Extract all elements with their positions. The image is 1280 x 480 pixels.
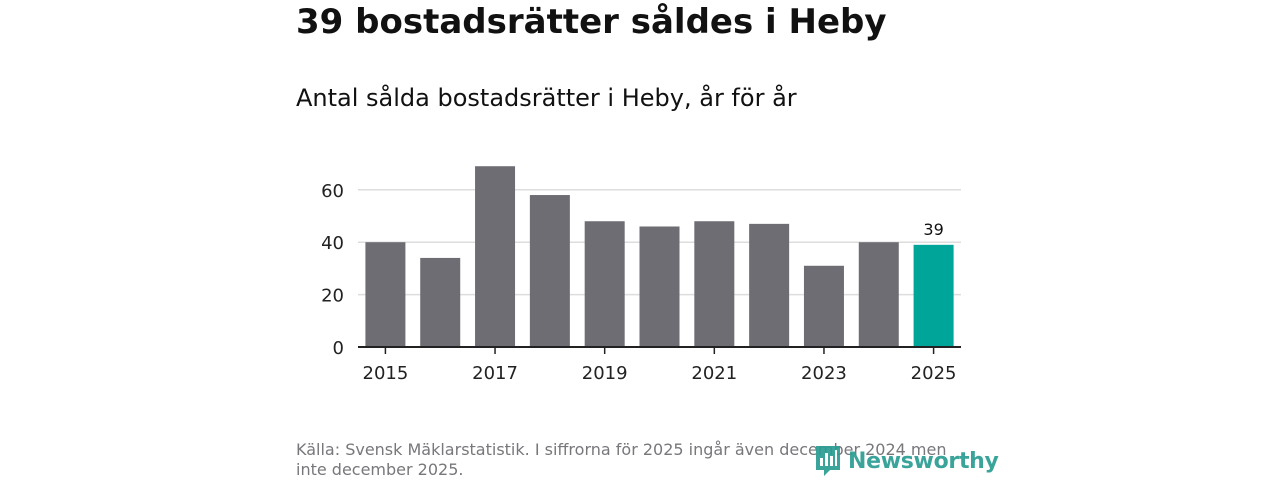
y-tick-label: 40 xyxy=(321,233,344,254)
brand-name: Newsworthy xyxy=(848,448,999,474)
x-tick-label: 2025 xyxy=(911,363,957,384)
bar-2016 xyxy=(420,257,461,347)
y-tick-label: 20 xyxy=(321,286,344,307)
source-note: Källa: Svensk Mäklarstatistik. I siffror… xyxy=(296,440,947,479)
y-tick-label: 60 xyxy=(321,181,344,202)
bar-2017 xyxy=(475,166,516,347)
bar-2015 xyxy=(365,242,406,347)
x-tick-label: 2021 xyxy=(691,363,737,384)
bar-2020 xyxy=(639,226,680,347)
bar-2022 xyxy=(749,223,790,347)
bar-chart: 0 20 40 60 39 2015 2017 2019 2021 2023 2025 xyxy=(321,166,961,384)
bar-2024 xyxy=(858,242,899,347)
y-tick-label: 0 xyxy=(333,338,344,359)
bar-2018 xyxy=(529,195,570,347)
chart-title: 39 bostadsrätter såldes i Heby xyxy=(296,2,887,42)
bar-2025 xyxy=(913,244,954,347)
data-label: 39 xyxy=(923,220,943,239)
chart-subtitle: Antal sålda bostadsrätter i Heby, år för… xyxy=(296,84,797,112)
x-tick-label: 2017 xyxy=(472,363,518,384)
x-tick-label: 2023 xyxy=(801,363,847,384)
x-tick-label: 2019 xyxy=(582,363,628,384)
newsworthy-logo[interactable]: Newsworthy xyxy=(814,444,999,478)
bar-2021 xyxy=(694,221,735,347)
x-tick-label: 2015 xyxy=(363,363,409,384)
bar-2023 xyxy=(803,265,844,347)
bar-2019 xyxy=(584,221,625,347)
newsworthy-logo-icon xyxy=(816,446,840,476)
